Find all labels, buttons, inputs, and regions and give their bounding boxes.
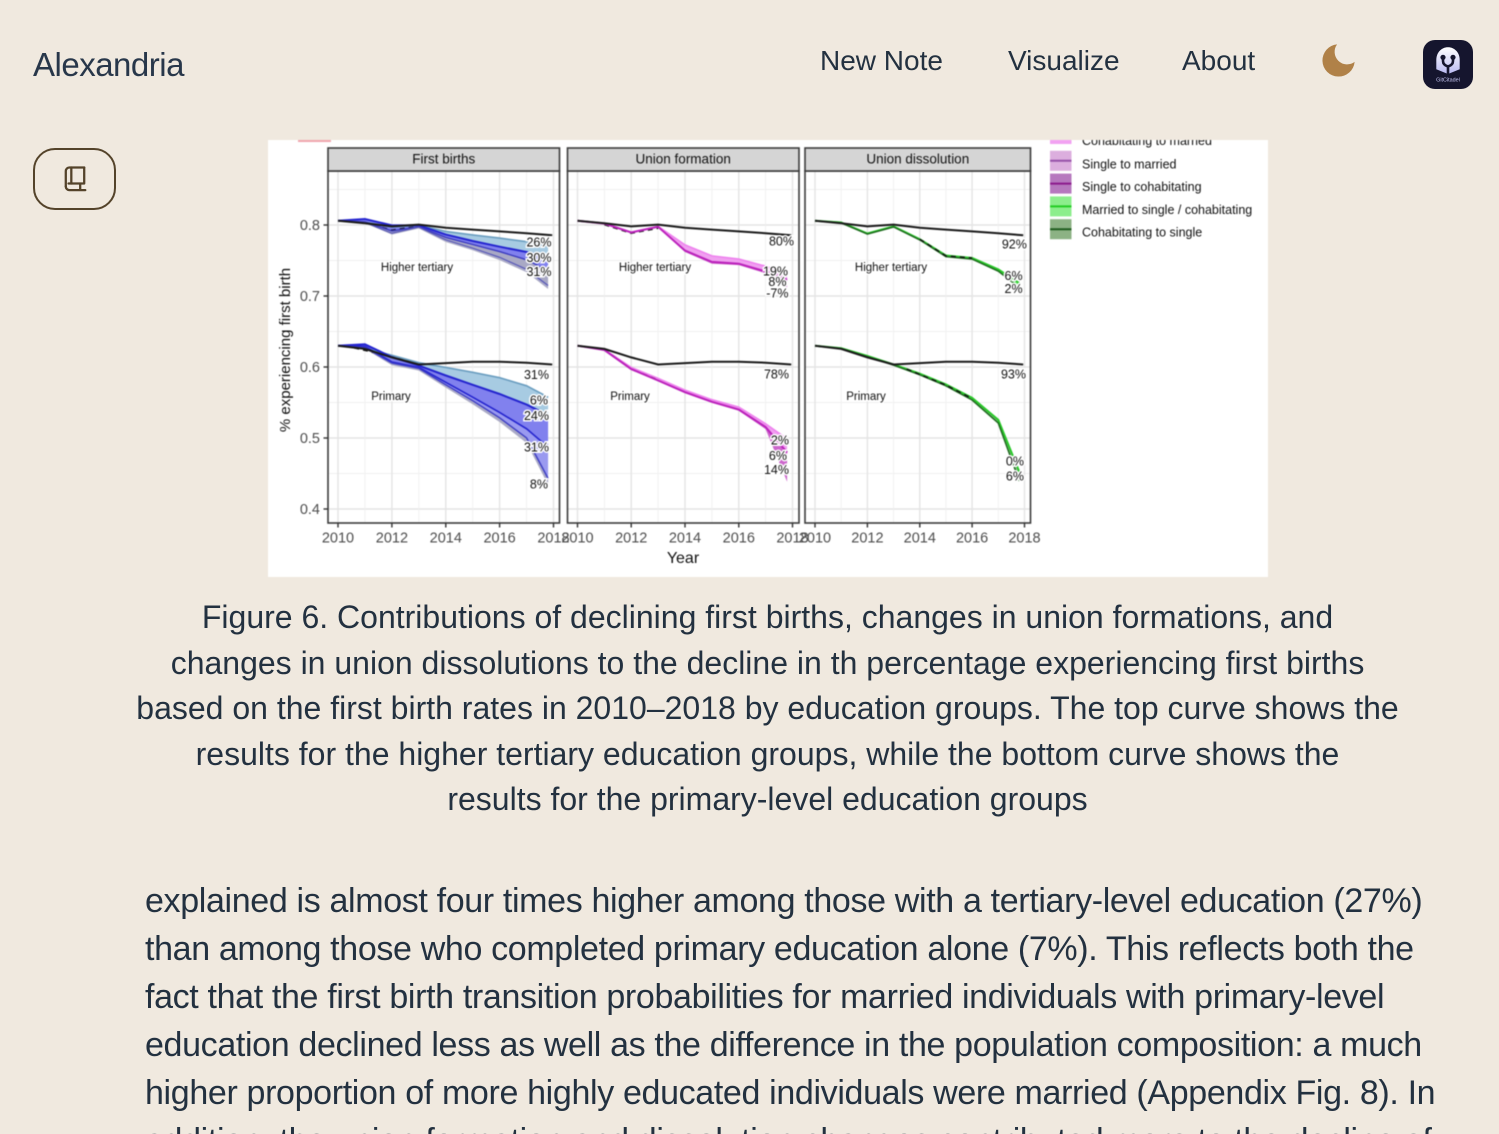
svg-text:Cohabitating to married: Cohabitating to married [1082, 140, 1212, 148]
svg-text:78%: 78% [764, 368, 789, 382]
svg-text:Year: Year [667, 550, 700, 567]
svg-text:Union dissolution: Union dissolution [866, 152, 969, 167]
svg-text:0.5: 0.5 [300, 431, 320, 447]
svg-text:26%: 26% [526, 236, 551, 250]
svg-text:31%: 31% [524, 368, 549, 382]
svg-text:Single to married: Single to married [1082, 157, 1177, 171]
svg-text:2016: 2016 [723, 531, 755, 547]
svg-text:Higher tertiary: Higher tertiary [619, 262, 691, 274]
svg-text:2012: 2012 [615, 531, 647, 547]
svg-text:6%: 6% [1005, 269, 1023, 283]
svg-text:Primary: Primary [610, 391, 650, 403]
svg-text:Primary: Primary [371, 391, 411, 403]
svg-text:Primary: Primary [846, 391, 886, 403]
svg-text:2018: 2018 [537, 531, 569, 547]
svg-text:80%: 80% [769, 235, 794, 249]
svg-text:Married to single / cohabitati: Married to single / cohabitating [1082, 203, 1252, 217]
svg-text:0.4: 0.4 [300, 502, 320, 518]
svg-text:2010: 2010 [561, 531, 593, 547]
svg-text:Union formation: Union formation [636, 152, 731, 167]
svg-text:19%: 19% [763, 265, 788, 279]
svg-text:2014: 2014 [430, 531, 462, 547]
svg-text:Higher tertiary: Higher tertiary [855, 262, 927, 274]
svg-text:GitCitadel: GitCitadel [1436, 78, 1460, 84]
svg-text:2016: 2016 [483, 531, 515, 547]
svg-text:0%: 0% [1006, 455, 1024, 469]
svg-text:Higher tertiary: Higher tertiary [381, 262, 453, 274]
svg-text:2012: 2012 [376, 531, 408, 547]
svg-text:2016: 2016 [956, 531, 988, 547]
svg-text:6%: 6% [769, 449, 787, 463]
svg-text:6%: 6% [530, 393, 548, 407]
svg-text:2%: 2% [771, 434, 789, 448]
svg-text:% experiencing first birth: % experiencing first birth [277, 268, 294, 432]
svg-text:-7%: -7% [766, 287, 788, 301]
svg-text:92%: 92% [1002, 238, 1027, 252]
svg-text:14%: 14% [764, 463, 789, 477]
svg-text:2014: 2014 [904, 531, 936, 547]
svg-text:31%: 31% [524, 440, 549, 454]
svg-text:0.6: 0.6 [300, 360, 320, 376]
svg-text:31%: 31% [526, 265, 551, 279]
svg-text:2014: 2014 [669, 531, 701, 547]
svg-text:30%: 30% [526, 251, 551, 265]
svg-text:2012: 2012 [851, 531, 883, 547]
svg-text:2%: 2% [1005, 282, 1023, 296]
svg-text:Single to cohabitating: Single to cohabitating [1082, 180, 1202, 194]
svg-text:Cohabitating to single: Cohabitating to single [1082, 226, 1202, 240]
svg-text:2018: 2018 [1008, 531, 1040, 547]
svg-text:0.8: 0.8 [300, 218, 320, 234]
svg-text:6%: 6% [1006, 470, 1024, 484]
svg-text:0.7: 0.7 [300, 289, 320, 305]
svg-text:2010: 2010 [322, 531, 354, 547]
svg-text:2010: 2010 [799, 531, 831, 547]
svg-text:8%: 8% [768, 275, 786, 289]
svg-text:93%: 93% [1001, 368, 1026, 382]
svg-text:24%: 24% [524, 409, 549, 423]
svg-text:8%: 8% [530, 478, 548, 492]
svg-text:First births: First births [412, 152, 475, 167]
svg-text:2018: 2018 [776, 531, 808, 547]
